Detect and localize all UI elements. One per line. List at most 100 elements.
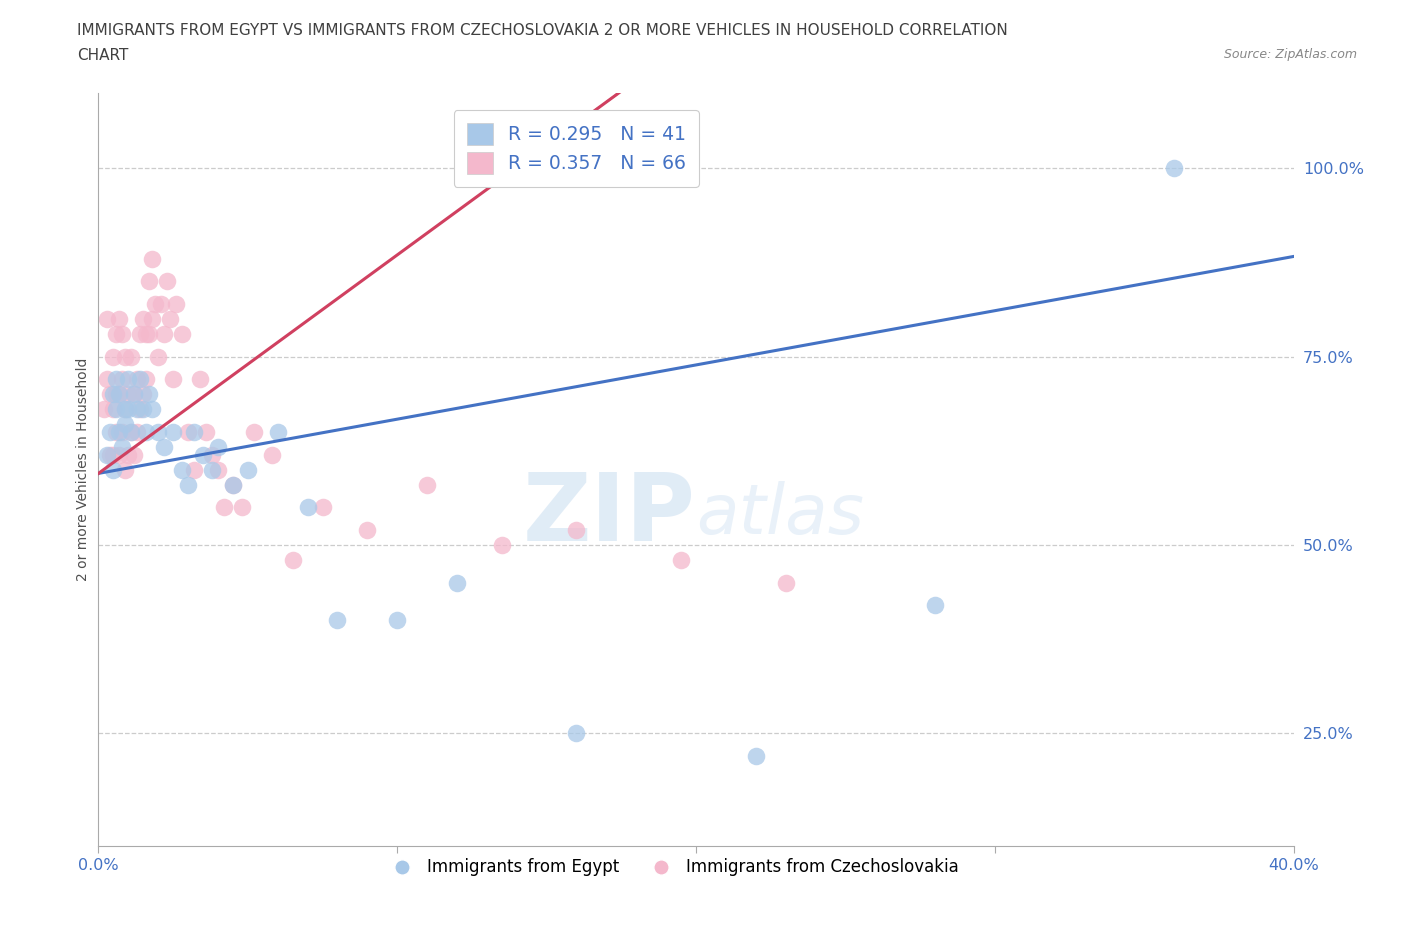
Point bbox=[311, 500, 333, 515]
Point bbox=[124, 447, 146, 462]
Point bbox=[105, 372, 128, 387]
Point bbox=[143, 297, 166, 312]
Point bbox=[111, 440, 134, 455]
Point bbox=[135, 326, 157, 341]
Point bbox=[491, 538, 513, 552]
Point bbox=[93, 402, 115, 417]
Point bbox=[114, 462, 136, 477]
Point bbox=[103, 447, 125, 462]
Point bbox=[108, 312, 131, 326]
Point bbox=[105, 387, 128, 402]
Point bbox=[96, 312, 118, 326]
Point bbox=[111, 372, 134, 387]
Point bbox=[138, 387, 160, 402]
Point bbox=[148, 424, 170, 440]
Point bbox=[108, 387, 131, 402]
Point bbox=[114, 417, 136, 432]
Point bbox=[120, 350, 142, 365]
Point bbox=[129, 326, 152, 341]
Point bbox=[132, 312, 155, 326]
Point bbox=[162, 372, 184, 387]
Point bbox=[127, 424, 149, 440]
Point bbox=[96, 447, 118, 462]
Point bbox=[138, 326, 160, 341]
Point bbox=[108, 447, 131, 462]
Point bbox=[222, 477, 245, 492]
Point bbox=[108, 387, 131, 402]
Point bbox=[141, 251, 163, 266]
Point bbox=[98, 424, 122, 440]
Point bbox=[356, 523, 378, 538]
Legend: Immigrants from Egypt, Immigrants from Czechoslovakia: Immigrants from Egypt, Immigrants from C… bbox=[378, 852, 966, 883]
Point bbox=[103, 350, 125, 365]
Point bbox=[183, 462, 205, 477]
Point bbox=[326, 613, 349, 628]
Point bbox=[117, 387, 139, 402]
Point bbox=[117, 402, 139, 417]
Point bbox=[132, 402, 155, 417]
Point bbox=[162, 424, 184, 440]
Point bbox=[188, 372, 211, 387]
Point bbox=[105, 326, 128, 341]
Point bbox=[172, 326, 194, 341]
Point bbox=[108, 424, 131, 440]
Point bbox=[236, 462, 259, 477]
Point bbox=[201, 462, 224, 477]
Point bbox=[565, 726, 588, 741]
Y-axis label: 2 or more Vehicles in Household: 2 or more Vehicles in Household bbox=[76, 358, 90, 581]
Point bbox=[183, 424, 205, 440]
Point bbox=[201, 447, 224, 462]
Point bbox=[129, 402, 152, 417]
Point bbox=[114, 402, 136, 417]
Point bbox=[150, 297, 173, 312]
Point bbox=[172, 462, 194, 477]
Point bbox=[924, 598, 946, 613]
Point bbox=[111, 326, 134, 341]
Point bbox=[127, 372, 149, 387]
Point bbox=[745, 749, 768, 764]
Point bbox=[159, 312, 181, 326]
Point bbox=[177, 477, 200, 492]
Point bbox=[222, 477, 245, 492]
Point bbox=[103, 462, 125, 477]
Point bbox=[103, 387, 125, 402]
Point bbox=[243, 424, 266, 440]
Point bbox=[120, 424, 142, 440]
Point bbox=[207, 440, 229, 455]
Point bbox=[153, 326, 176, 341]
Point bbox=[565, 523, 588, 538]
Point bbox=[138, 273, 160, 288]
Point bbox=[212, 500, 235, 515]
Text: CHART: CHART bbox=[77, 48, 129, 63]
Point bbox=[105, 402, 128, 417]
Point bbox=[195, 424, 218, 440]
Point bbox=[669, 552, 692, 567]
Point bbox=[1163, 161, 1185, 176]
Point bbox=[141, 402, 163, 417]
Point bbox=[153, 440, 176, 455]
Point bbox=[96, 372, 118, 387]
Point bbox=[231, 500, 253, 515]
Point bbox=[416, 477, 439, 492]
Point bbox=[117, 447, 139, 462]
Point bbox=[111, 424, 134, 440]
Point bbox=[177, 424, 200, 440]
Point bbox=[135, 424, 157, 440]
Point bbox=[165, 297, 187, 312]
Point bbox=[105, 424, 128, 440]
Point bbox=[297, 500, 319, 515]
Point bbox=[141, 312, 163, 326]
Point bbox=[124, 387, 146, 402]
Point bbox=[98, 447, 122, 462]
Point bbox=[207, 462, 229, 477]
Point bbox=[120, 424, 142, 440]
Point bbox=[260, 447, 283, 462]
Point bbox=[132, 387, 155, 402]
Point bbox=[114, 402, 136, 417]
Point bbox=[103, 402, 125, 417]
Point bbox=[191, 447, 214, 462]
Point bbox=[114, 350, 136, 365]
Point bbox=[135, 372, 157, 387]
Point bbox=[267, 424, 290, 440]
Text: Source: ZipAtlas.com: Source: ZipAtlas.com bbox=[1223, 48, 1357, 61]
